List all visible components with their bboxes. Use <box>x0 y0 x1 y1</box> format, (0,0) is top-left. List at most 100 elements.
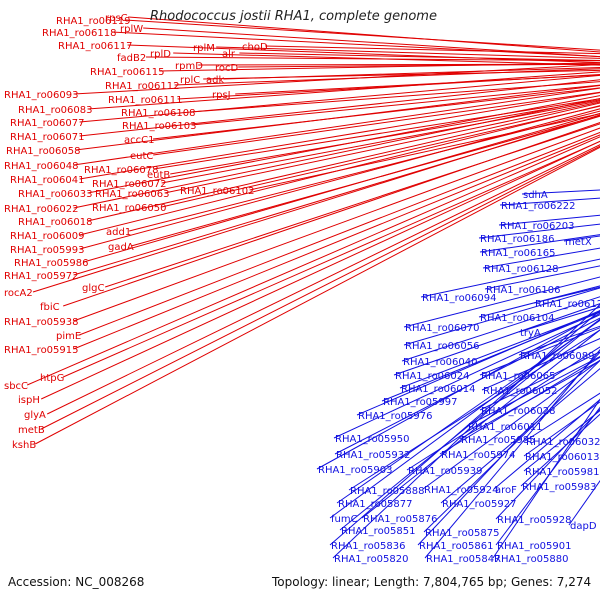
reverse-gene-label[interactable]: RHA1_ro05997 <box>383 397 458 408</box>
reverse-gene-label[interactable]: RHA1_ro05877 <box>338 499 413 510</box>
reverse-gene-label[interactable]: RHA1_ro05836 <box>331 541 406 552</box>
reverse-gene-label[interactable]: RHA1_ro05932 <box>336 450 411 461</box>
forward-gene-label[interactable]: rplD <box>150 49 171 60</box>
reverse-gene-label[interactable]: RHA1_ro06104 <box>480 313 555 324</box>
forward-gene-label[interactable]: RHA1_ro06077 <box>10 118 85 129</box>
reverse-gene-label[interactable]: RHA1_ro06186 <box>480 234 555 245</box>
reverse-gene-label[interactable]: RHA1_ro05876 <box>363 514 438 525</box>
forward-gene-label[interactable]: RHA1_ro06063 <box>95 189 170 200</box>
forward-gene-label[interactable]: RHA1_ro06071 <box>10 132 85 143</box>
reverse-gene-label[interactable]: RHA1_ro06065 <box>481 371 556 382</box>
reverse-gene-label[interactable]: RHA1_ro05950 <box>335 434 410 445</box>
forward-gene-label[interactable]: htpG <box>40 373 64 384</box>
forward-gene-label[interactable]: RHA1_ro06018 <box>18 217 93 228</box>
forward-gene-label[interactable]: sbcC <box>4 381 28 392</box>
forward-gene-label[interactable]: RHA1_ro06083 <box>18 105 93 116</box>
forward-gene-label[interactable]: choD <box>242 42 268 53</box>
forward-gene-label[interactable]: RHA1_ro06093 <box>4 90 79 101</box>
forward-gene-label[interactable]: RHA1_ro06117 <box>58 41 133 52</box>
forward-gene-label[interactable]: RHA1_ro06103 <box>122 121 197 132</box>
reverse-gene-label[interactable]: RHA1_ro06040 <box>403 357 478 368</box>
reverse-gene-label[interactable]: RHA1_ro06056 <box>405 341 480 352</box>
reverse-gene-label[interactable]: sdhA <box>523 190 548 201</box>
reverse-gene-label[interactable]: RHA1_ro05880 <box>494 554 569 565</box>
reverse-gene-label[interactable]: RHA1_ro05847 <box>426 554 501 565</box>
reverse-gene-label[interactable]: RHA1_ro05861 <box>419 541 494 552</box>
reverse-gene-label[interactable]: RHA1_ro06032 <box>526 437 600 448</box>
forward-gene-label[interactable]: rpsC <box>105 13 128 24</box>
forward-gene-label[interactable]: RHA1_ro06078 <box>84 165 159 176</box>
reverse-gene-label[interactable]: RHA1_ro06089 <box>520 351 595 362</box>
forward-gene-label[interactable]: gadA <box>108 242 134 253</box>
forward-gene-label[interactable]: RHA1_ro06115 <box>90 67 165 78</box>
reverse-gene-label[interactable]: RHA1_ro06094 <box>422 293 497 304</box>
reverse-gene-label[interactable]: RHA1_ro05928 <box>497 515 572 526</box>
forward-gene-label[interactable]: fbiC <box>40 302 60 313</box>
forward-gene-label[interactable]: glyA <box>24 410 46 421</box>
forward-gene-label[interactable]: rplC <box>180 75 200 86</box>
reverse-gene-label[interactable]: fumC <box>331 514 358 525</box>
forward-gene-label[interactable]: RHA1_ro06112 <box>105 81 180 92</box>
forward-gene-label[interactable]: rocD <box>215 63 239 74</box>
reverse-gene-label[interactable]: RHA1_ro06024 <box>395 371 470 382</box>
reverse-gene-label[interactable]: RHA1_ro06203 <box>500 221 575 232</box>
reverse-gene-label[interactable]: RHA1_ro05820 <box>334 554 409 565</box>
forward-gene-label[interactable]: eutC <box>130 151 153 162</box>
forward-gene-label[interactable]: RHA1_ro06058 <box>6 146 81 157</box>
forward-gene-label[interactable]: RHA1_ro06072 <box>92 179 167 190</box>
reverse-gene-label[interactable]: RHA1_ro05981 <box>525 467 600 478</box>
forward-gene-label[interactable]: glgC <box>82 283 104 294</box>
reverse-gene-label[interactable]: dapD <box>570 521 597 532</box>
forward-gene-label[interactable]: RHA1_ro06111 <box>108 95 183 106</box>
forward-gene-label[interactable]: kshB <box>12 440 36 451</box>
reverse-gene-label[interactable]: RHA1_ro06052 <box>483 386 558 397</box>
forward-gene-label[interactable]: RHA1_ro06050 <box>92 203 167 214</box>
reverse-gene-label[interactable]: RHA1_ro06222 <box>501 201 576 212</box>
reverse-gene-label[interactable]: RHA1_ro05903 <box>318 465 393 476</box>
forward-gene-label[interactable]: RHA1_ro06022 <box>4 204 79 215</box>
forward-gene-label[interactable]: RHA1_ro05915 <box>4 345 79 356</box>
reverse-gene-label[interactable]: RHA1_ro05985 <box>461 435 536 446</box>
reverse-gene-label[interactable]: RHA1_ro06070 <box>405 323 480 334</box>
forward-gene-label[interactable]: RHA1_ro05938 <box>4 317 79 328</box>
reverse-gene-label[interactable]: RHA1_ro06013 <box>525 452 600 463</box>
reverse-gene-label[interactable]: aroF <box>495 485 517 496</box>
reverse-gene-label[interactable]: RHA1_ro05976 <box>358 411 433 422</box>
reverse-gene-label[interactable]: RHA1_ro06128 <box>484 264 559 275</box>
forward-gene-label[interactable]: RHA1_ro06033 <box>18 189 93 200</box>
forward-gene-label[interactable]: RHA1_ro06119 <box>56 16 131 27</box>
reverse-gene-label[interactable]: RHA1_ro05939 <box>408 466 483 477</box>
forward-gene-label[interactable]: rplM <box>193 43 215 54</box>
forward-gene-label[interactable]: RHA1_ro06118 <box>42 28 117 39</box>
forward-gene-label[interactable]: RHA1_ro06048 <box>4 161 79 172</box>
forward-gene-label[interactable]: rocA2 <box>4 288 33 299</box>
forward-gene-label[interactable]: ispH <box>18 395 40 406</box>
reverse-gene-label[interactable]: RHA1_ro05851 <box>341 526 416 537</box>
reverse-gene-label[interactable]: RHA1_ro05888 <box>350 486 425 497</box>
reverse-gene-label[interactable]: RHA1_ro05974 <box>441 450 516 461</box>
forward-gene-label[interactable]: RHA1_ro05986 <box>14 258 89 269</box>
forward-gene-label[interactable]: rpmD <box>175 61 203 72</box>
reverse-gene-label[interactable]: RHA1_ro06028 <box>481 406 556 417</box>
forward-gene-label[interactable]: adk <box>206 75 224 86</box>
forward-gene-label[interactable]: eutB <box>147 170 170 181</box>
reverse-gene-label[interactable]: RHA1_ro06165 <box>481 248 556 259</box>
forward-gene-label[interactable]: accC1 <box>124 135 154 146</box>
forward-gene-label[interactable]: metB <box>18 425 45 436</box>
reverse-gene-label[interactable]: RHA1_ro06106 <box>486 285 561 296</box>
reverse-gene-label[interactable]: RHA1_ro05901 <box>497 541 572 552</box>
reverse-gene-label[interactable]: RHA1_ro05983 <box>522 482 597 493</box>
forward-gene-label[interactable]: rplW <box>120 24 143 35</box>
reverse-gene-label[interactable]: RHA1_ro05927 <box>442 499 517 510</box>
forward-gene-label[interactable]: RHA1_ro06102 <box>180 186 255 197</box>
forward-gene-label[interactable]: rpsJ <box>212 90 231 101</box>
forward-gene-label[interactable]: pimE <box>56 331 81 342</box>
reverse-gene-label[interactable]: RHA1_ro05924 <box>424 485 499 496</box>
reverse-gene-label[interactable]: RHA1_ro06011 <box>468 422 543 433</box>
forward-gene-label[interactable]: RHA1_ro06041 <box>10 175 85 186</box>
forward-gene-label[interactable]: RHA1_ro05972 <box>4 271 79 282</box>
reverse-gene-label[interactable]: tryA <box>520 328 541 339</box>
reverse-gene-label[interactable]: RHA1_ro05875 <box>425 528 500 539</box>
forward-gene-label[interactable]: RHA1_ro06108 <box>121 108 196 119</box>
reverse-gene-label[interactable]: metX <box>565 237 592 248</box>
